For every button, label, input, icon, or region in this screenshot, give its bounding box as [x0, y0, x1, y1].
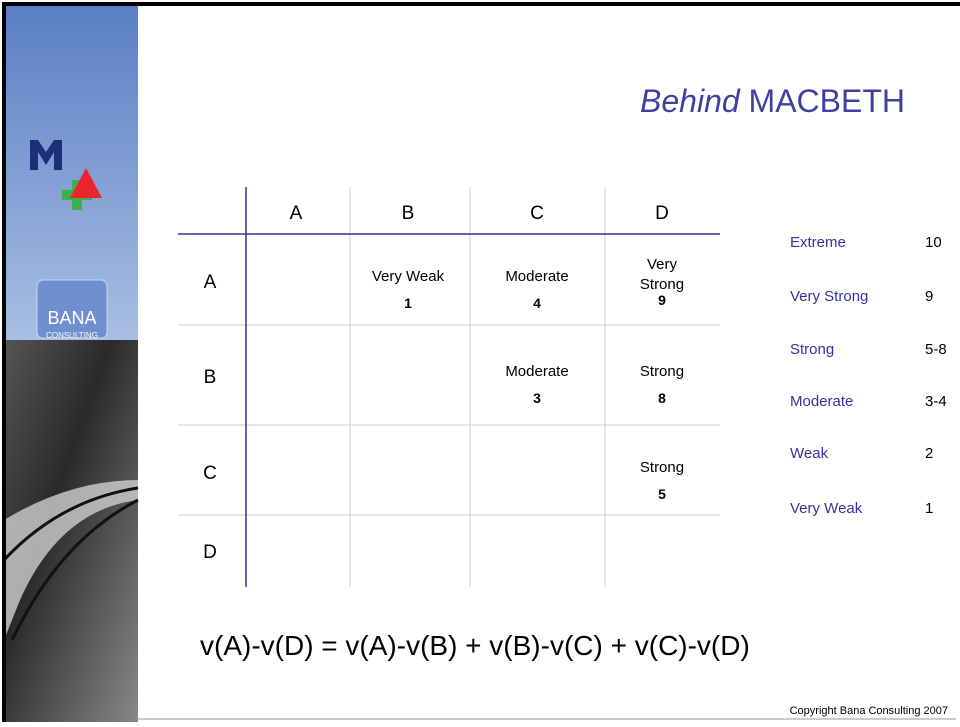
table-grid: [178, 187, 720, 587]
column-header: C: [530, 203, 544, 224]
cell-value: 3: [533, 390, 541, 406]
scale-value: 9: [925, 288, 933, 305]
scale-label: Strong: [790, 341, 834, 358]
cell-text: Very Strong: [640, 256, 684, 293]
cell-text: Very Weak: [372, 268, 445, 285]
scale-label: Moderate: [790, 393, 853, 410]
cell-text: Strong: [640, 363, 684, 380]
scale-value: 5-8: [925, 341, 947, 358]
logo-box: [36, 279, 108, 339]
logo-triangle: [70, 168, 102, 198]
footer: Copyright Bana Consulting 2007: [790, 705, 948, 717]
formula: v(A)-v(D) = v(A)-v(B) + v(B)-v(C) + v(C)…: [200, 630, 750, 661]
scale-value: 3-4: [925, 393, 947, 410]
title-emphasis: Behind: [640, 83, 741, 119]
scale-label: Extreme: [790, 234, 846, 251]
column-header: B: [402, 203, 415, 224]
cell-value: 8: [658, 390, 666, 406]
row-header: C: [203, 463, 217, 484]
row-header: B: [204, 367, 217, 388]
track-rails: [2, 486, 139, 641]
column-header: D: [655, 203, 669, 224]
row-header: A: [204, 272, 217, 293]
logo-brand: BANA: [47, 308, 96, 328]
track-ballast: [4, 480, 138, 640]
cell-value: 1: [404, 295, 412, 311]
scale-value: 1: [925, 500, 933, 517]
cell-value: 4: [533, 295, 541, 311]
logo-sub: CONSULTING: [46, 331, 98, 340]
column-header: A: [290, 203, 303, 224]
scale-value: 10: [925, 234, 942, 251]
scale-label: Very Strong: [790, 288, 868, 305]
scale-value: 2: [925, 445, 933, 462]
title: Behind MACBETH: [640, 83, 905, 119]
cell-value: 9: [658, 292, 666, 308]
cell-text: Moderate: [505, 363, 568, 380]
logo-m: [30, 140, 62, 170]
cell-text: Moderate: [505, 268, 568, 285]
title-rest: MACBETH: [749, 83, 905, 119]
scale-label: Very Weak: [790, 500, 863, 517]
cell-value: 5: [658, 486, 666, 502]
scale-label: Weak: [790, 445, 829, 462]
row-header: D: [203, 542, 217, 563]
cell-text: Strong: [640, 459, 684, 476]
